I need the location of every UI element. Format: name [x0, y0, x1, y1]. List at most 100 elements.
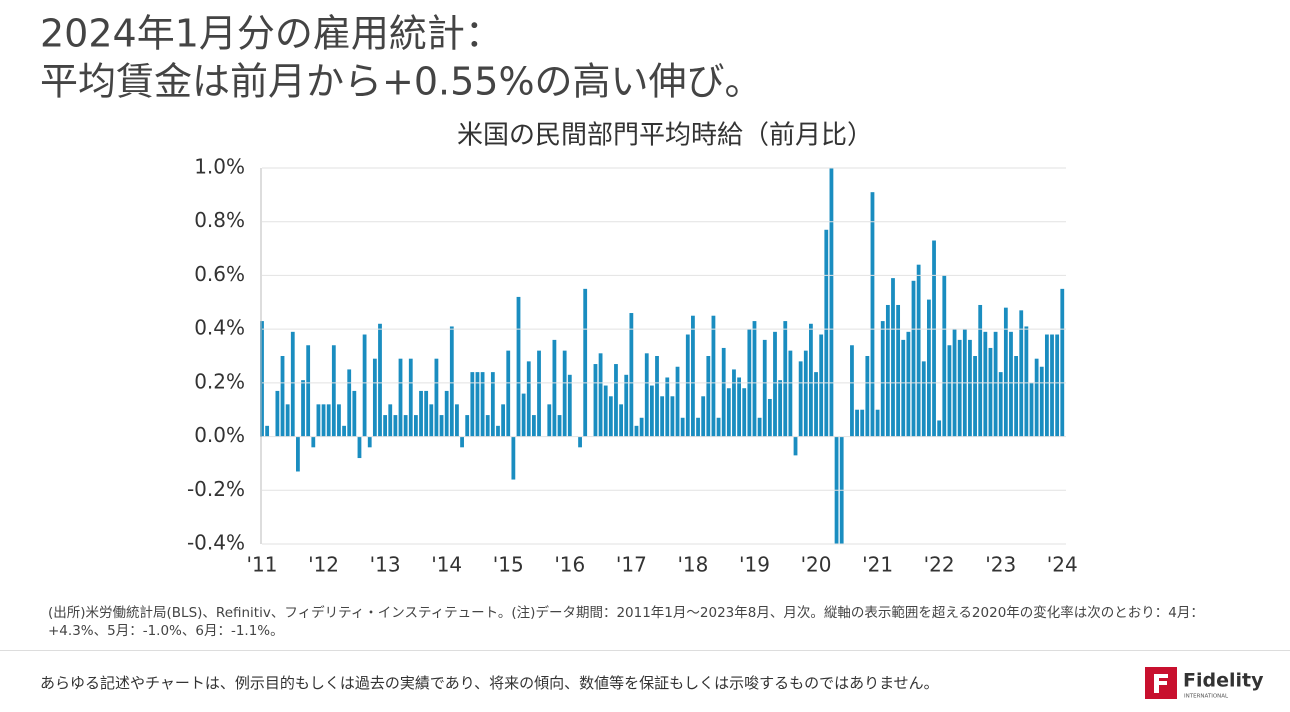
bar	[619, 404, 623, 437]
bar	[732, 369, 736, 437]
bar	[1014, 356, 1019, 437]
bar	[855, 409, 859, 437]
bar	[501, 404, 506, 437]
bar	[526, 361, 531, 437]
bar	[316, 404, 321, 437]
bar	[449, 326, 454, 437]
bar	[870, 192, 875, 437]
y-tick-label: 0.8%	[194, 208, 245, 232]
bar	[439, 415, 444, 437]
bar	[670, 396, 675, 437]
bar	[829, 168, 834, 437]
y-tick-label: 0.0%	[194, 423, 245, 447]
bar	[301, 380, 305, 437]
chart-title: 米国の民間部門平均時給（前月比）	[457, 121, 873, 151]
bar	[603, 385, 608, 437]
bar	[1060, 288, 1065, 437]
bar	[424, 390, 429, 437]
bar	[896, 304, 901, 437]
bar	[557, 415, 562, 437]
bar	[788, 350, 793, 437]
separator	[0, 650, 1290, 651]
logo-sub: INTERNATIONAL	[1184, 694, 1229, 700]
bar	[608, 396, 613, 437]
bar	[762, 339, 767, 437]
bar	[973, 356, 977, 437]
bar	[583, 288, 588, 437]
bar	[347, 369, 352, 437]
x-tick-label: '24	[1047, 553, 1078, 577]
bar	[1050, 334, 1054, 437]
bar	[470, 372, 475, 437]
bar	[521, 393, 526, 437]
bar	[901, 339, 906, 437]
bar	[378, 323, 382, 437]
bar	[639, 417, 644, 437]
bar	[265, 425, 270, 437]
bar	[809, 323, 813, 437]
bar	[921, 361, 926, 437]
x-tick-label: '22	[924, 553, 955, 577]
bar	[680, 417, 685, 437]
bar	[716, 417, 721, 437]
bar	[367, 436, 372, 448]
bar	[993, 331, 998, 437]
bar	[352, 390, 357, 437]
x-tick-label: '12	[308, 553, 339, 577]
bar	[414, 415, 418, 437]
bar	[665, 377, 670, 437]
bar	[460, 436, 464, 448]
bar	[860, 409, 865, 437]
bar	[383, 415, 388, 437]
bar	[983, 331, 988, 437]
bar	[634, 425, 639, 437]
bar	[485, 415, 490, 437]
bar	[598, 353, 603, 437]
bar	[675, 366, 680, 437]
bar	[932, 240, 936, 437]
bar	[1039, 366, 1044, 437]
logo-name: Fidelity	[1183, 670, 1264, 692]
bar	[911, 280, 916, 437]
bar	[767, 398, 772, 437]
x-tick-label: '13	[370, 553, 401, 577]
bar	[814, 372, 818, 437]
bar	[531, 415, 536, 437]
bar	[824, 229, 829, 437]
bar	[737, 377, 741, 437]
bar	[752, 321, 757, 437]
bar	[834, 436, 839, 544]
bar	[875, 409, 880, 437]
bar	[726, 388, 731, 437]
x-tick-label: '14	[431, 553, 462, 577]
bar	[701, 396, 706, 437]
bar	[326, 404, 331, 437]
bar	[880, 321, 885, 437]
bar	[337, 404, 341, 437]
x-tick-label: '11	[247, 553, 278, 577]
x-tick-label: '19	[739, 553, 770, 577]
bar	[562, 350, 567, 437]
bar	[357, 436, 362, 459]
x-tick-label: '21	[862, 553, 893, 577]
bar	[398, 358, 403, 437]
x-tick-label: '20	[801, 553, 832, 577]
bar	[968, 339, 972, 437]
bar	[429, 404, 434, 437]
bar	[798, 361, 803, 437]
bar	[342, 425, 346, 437]
bar	[1034, 358, 1039, 437]
bar	[742, 388, 747, 437]
x-tick-label: '17	[616, 553, 647, 577]
bar	[490, 372, 495, 437]
bar	[706, 356, 711, 437]
bar	[552, 339, 557, 437]
bar	[691, 315, 695, 437]
bar	[331, 345, 336, 437]
bar	[444, 390, 449, 437]
bar	[998, 372, 1003, 437]
bar	[393, 415, 398, 437]
x-tick-label: '18	[677, 553, 708, 577]
x-tick-label: '16	[554, 553, 585, 577]
y-tick-label: -0.2%	[187, 477, 245, 501]
